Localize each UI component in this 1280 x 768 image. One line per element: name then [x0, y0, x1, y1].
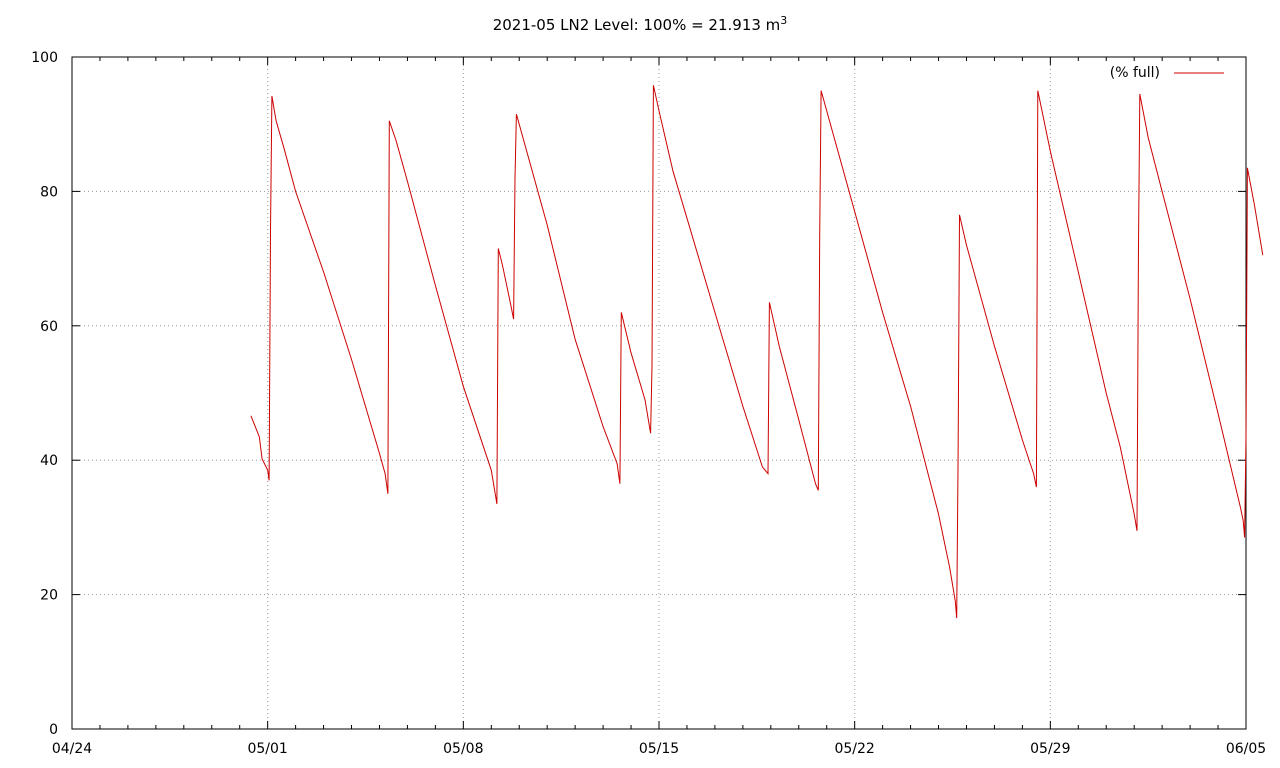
y-axis: 0 20 40 60 80 100 — [31, 50, 1246, 738]
y-tick-label: 100 — [31, 50, 58, 66]
y-tick-label: 80 — [40, 184, 58, 200]
x-tick-label: 05/22 — [834, 741, 874, 757]
y-tick-label: 0 — [49, 722, 58, 738]
chart-title: 2021-05 LN2 Level: 100% = 21.913 m3 — [492, 14, 788, 34]
y-tick-label: 20 — [40, 588, 58, 604]
y-tick-label: 60 — [40, 319, 58, 335]
legend: (% full) — [1110, 65, 1224, 81]
x-tick-label: 05/01 — [247, 741, 287, 757]
y-tick-label: 40 — [40, 453, 58, 469]
x-axis: 04/24 05/01 05/08 05/15 05/22 05/29 06/05 — [52, 57, 1266, 757]
gridlines — [72, 57, 1246, 729]
legend-label: (% full) — [1110, 65, 1160, 81]
x-tick-label: 05/15 — [639, 741, 679, 757]
x-tick-label: 05/08 — [443, 741, 483, 757]
x-tick-label: 05/29 — [1030, 741, 1070, 757]
series-line — [250, 85, 1264, 619]
title-superscript: 3 — [780, 14, 788, 27]
x-tick-label: 06/05 — [1226, 741, 1266, 757]
x-tick-label: 04/24 — [52, 741, 92, 757]
